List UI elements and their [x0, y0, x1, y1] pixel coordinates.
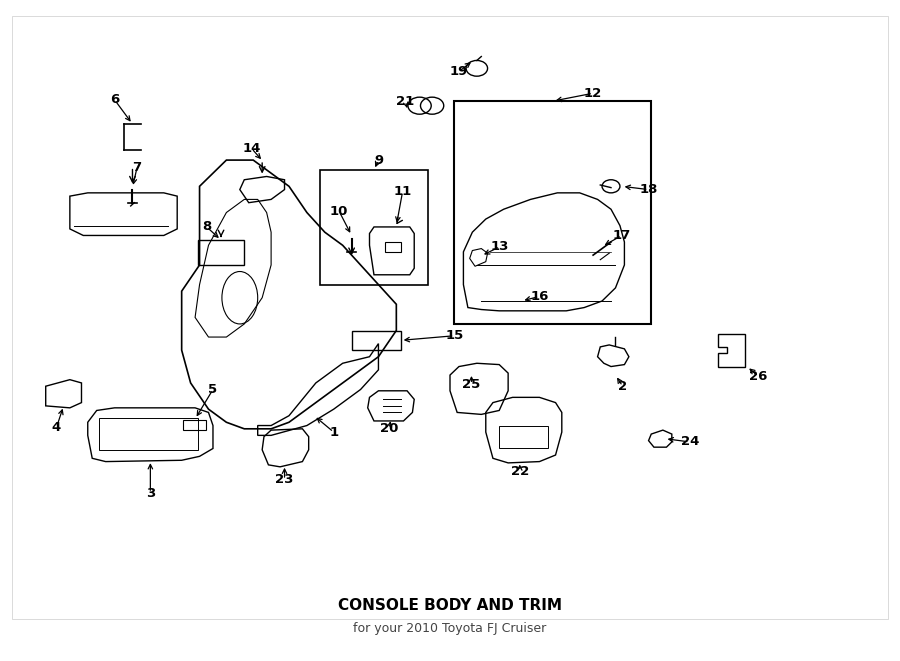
Text: 20: 20: [380, 422, 399, 436]
Text: CONSOLE BODY AND TRIM: CONSOLE BODY AND TRIM: [338, 598, 562, 613]
Bar: [500, 426, 548, 448]
Text: 14: 14: [242, 142, 261, 155]
Text: 18: 18: [639, 183, 658, 196]
Text: 24: 24: [680, 436, 699, 448]
Bar: [99, 418, 198, 449]
Text: 5: 5: [209, 383, 218, 396]
Text: 11: 11: [393, 185, 411, 198]
Text: 8: 8: [202, 220, 211, 233]
Text: 25: 25: [463, 377, 481, 391]
Text: 10: 10: [330, 205, 348, 217]
Text: 2: 2: [618, 379, 627, 393]
Text: 9: 9: [374, 153, 383, 167]
Text: 4: 4: [52, 421, 61, 434]
Bar: [320, 170, 428, 285]
Text: 6: 6: [110, 93, 119, 106]
Bar: [184, 420, 206, 430]
Text: 21: 21: [396, 95, 414, 108]
Text: 1: 1: [329, 426, 338, 439]
Text: 19: 19: [450, 65, 468, 78]
Text: 3: 3: [146, 486, 155, 500]
Text: 22: 22: [510, 465, 529, 478]
Text: 26: 26: [750, 370, 768, 383]
Text: 17: 17: [613, 229, 631, 242]
Text: for your 2010 Toyota FJ Cruiser: for your 2010 Toyota FJ Cruiser: [354, 622, 546, 635]
Text: 12: 12: [584, 87, 602, 100]
Text: 7: 7: [132, 161, 141, 175]
Text: 23: 23: [275, 473, 293, 486]
Bar: [454, 101, 652, 324]
Text: 15: 15: [446, 329, 464, 342]
Bar: [352, 330, 400, 350]
Bar: [198, 240, 244, 265]
Bar: [384, 242, 400, 252]
Text: 13: 13: [491, 240, 509, 253]
Text: 16: 16: [530, 290, 549, 303]
